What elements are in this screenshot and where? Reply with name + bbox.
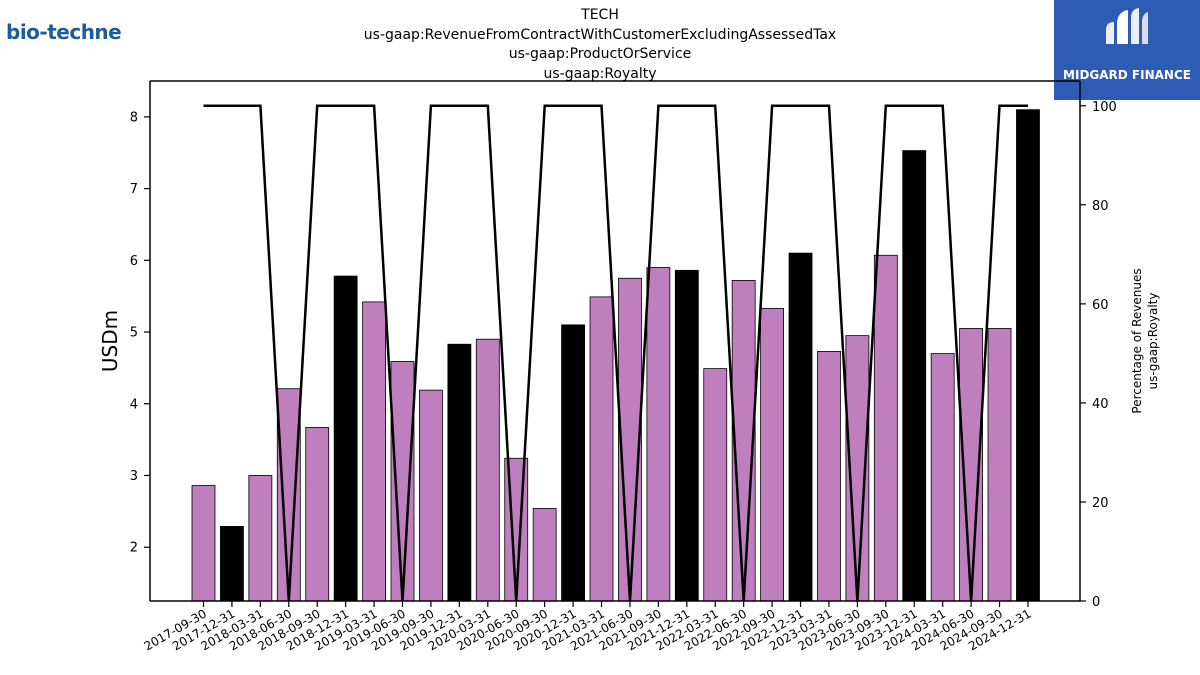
y-tick-label: 2 xyxy=(130,541,138,556)
bar-2019-09-30 xyxy=(419,389,443,602)
y2-tick-label: 60 xyxy=(1092,298,1109,313)
chart-title-ticker: TECH xyxy=(581,7,619,23)
bar-2024-03-31 xyxy=(930,353,955,602)
y-tick-label: 5 xyxy=(130,326,138,341)
bar-2020-09-30 xyxy=(532,508,557,602)
y2-axis-ticks: 0 20 40 60 80 100 xyxy=(1080,100,1117,610)
bar-2019-03-31 xyxy=(362,301,386,602)
y-tick-label: 7 xyxy=(130,182,138,197)
y-tick-label: 3 xyxy=(130,469,138,484)
bar-2021-03-31 xyxy=(589,296,614,602)
x-axis-ticks: 2017-09-302017-12-312018-03-312018-06-30… xyxy=(142,601,1033,653)
chart-title-axis: us-gaap:ProductOrService xyxy=(508,46,692,62)
midgard-emblem-icon xyxy=(1106,8,1148,44)
chart-title-member: us-gaap:Royalty xyxy=(543,65,657,82)
bar-2022-12-31 xyxy=(788,252,813,602)
midgard-finance-logo: MIDGARD FINANCE xyxy=(1054,0,1200,100)
bar-2021-12-31 xyxy=(674,269,699,602)
y2-tick-label: 40 xyxy=(1092,397,1109,412)
bar-2020-12-31 xyxy=(561,324,585,602)
bar-2018-03-31 xyxy=(248,475,273,602)
bar-2024-12-31 xyxy=(1016,109,1040,602)
bar-2018-06-30 xyxy=(276,388,301,602)
bar-2022-03-31 xyxy=(703,368,728,602)
y2-axis-label-line1: Percentage of Revenues xyxy=(1130,268,1144,413)
bar-2022-09-30 xyxy=(760,307,784,602)
axes-group xyxy=(149,80,1081,602)
y2-tick-label: 20 xyxy=(1092,496,1109,511)
y-axis-label: USDm xyxy=(98,310,122,372)
bar-2023-09-30 xyxy=(873,254,898,602)
line-layer xyxy=(203,104,1028,602)
chart-title-concept: us-gaap:RevenueFromContractWithCustomerE… xyxy=(363,26,837,43)
bar-2021-09-30 xyxy=(646,267,671,602)
bar-2023-12-31 xyxy=(902,150,927,602)
y-tick-label: 4 xyxy=(130,397,138,412)
bar-2020-03-31 xyxy=(475,338,500,602)
bar-2024-09-30 xyxy=(987,328,1012,602)
bar-2018-09-30 xyxy=(305,427,330,602)
bar-2018-12-31 xyxy=(333,275,358,602)
chart-title-block: TECH us-gaap:RevenueFromContractWithCust… xyxy=(0,6,1200,84)
bar-2019-12-31 xyxy=(447,343,472,602)
y2-tick-label: 0 xyxy=(1092,595,1100,610)
bio-techne-logo: bio-techne xyxy=(6,20,122,44)
midgard-finance-text: MIDGARD FINANCE xyxy=(1063,68,1191,82)
y-axis-ticks: 2 3 4 5 6 7 8 xyxy=(130,110,150,556)
y2-axis-label-line2: us-gaap:Royalty xyxy=(1146,293,1160,390)
y2-tick-label: 80 xyxy=(1092,199,1109,214)
royalty-percentage-line xyxy=(203,104,1028,602)
bar-2017-09-30 xyxy=(191,485,216,602)
y2-tick-label: 100 xyxy=(1092,100,1117,115)
y-tick-label: 6 xyxy=(130,254,138,269)
bar-2023-03-31 xyxy=(817,350,841,602)
y-tick-label: 8 xyxy=(130,110,138,125)
bars-group xyxy=(191,109,1040,602)
bar-2017-12-31 xyxy=(220,526,244,602)
